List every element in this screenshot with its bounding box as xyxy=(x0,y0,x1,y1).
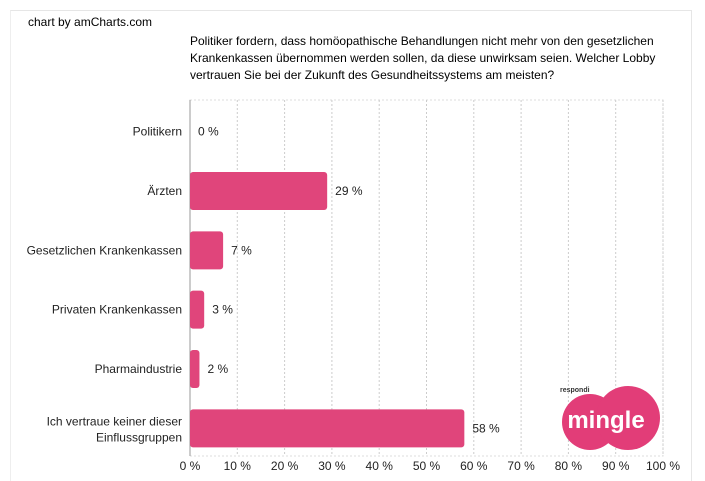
amcharts-credit[interactable]: chart by amCharts.com xyxy=(28,15,153,29)
mingle-logo: respondi mingle xyxy=(560,386,660,450)
category-label: Ich vertraue keiner dieser Einflussgruppe… xyxy=(47,414,182,444)
category-label: Privaten Krankenkassen xyxy=(52,303,182,317)
x-tick-label: 60 % xyxy=(460,459,488,473)
x-tick-label: 90 % xyxy=(602,459,630,473)
data-label: 58 % xyxy=(472,421,500,435)
x-tick-label: 100 % xyxy=(646,459,680,473)
bar xyxy=(190,172,328,210)
x-tick-label: 40 % xyxy=(366,459,394,473)
bar xyxy=(190,231,224,270)
data-label: 0 % xyxy=(198,125,219,139)
data-label: 29 % xyxy=(335,184,363,198)
x-tick-label: 10 % xyxy=(224,459,252,473)
chart-title: Politiker fordern, dass homöopathische B… xyxy=(190,34,656,82)
chart-frame xyxy=(10,10,692,481)
category-label: Gesetzlichen Krankenkassen xyxy=(27,243,182,257)
data-label: 7 % xyxy=(231,243,252,257)
category-label: Ärzten xyxy=(147,184,182,198)
bar xyxy=(190,290,205,329)
bar xyxy=(190,409,465,448)
category-label: Pharmaindustrie xyxy=(95,362,183,376)
category-label: Politikern xyxy=(133,125,182,139)
x-tick-label: 0 % xyxy=(180,459,201,473)
logo-small-text: respondi xyxy=(560,387,590,394)
x-tick-label: 30 % xyxy=(318,459,346,473)
data-label: 3 % xyxy=(212,303,233,317)
bar xyxy=(190,350,200,388)
x-tick-label: 20 % xyxy=(271,459,299,473)
logo-text: mingle xyxy=(567,407,644,434)
data-label: 2 % xyxy=(207,362,228,376)
x-tick-label: 80 % xyxy=(555,459,583,473)
x-tick-label: 70 % xyxy=(507,459,535,473)
x-tick-label: 50 % xyxy=(413,459,441,473)
